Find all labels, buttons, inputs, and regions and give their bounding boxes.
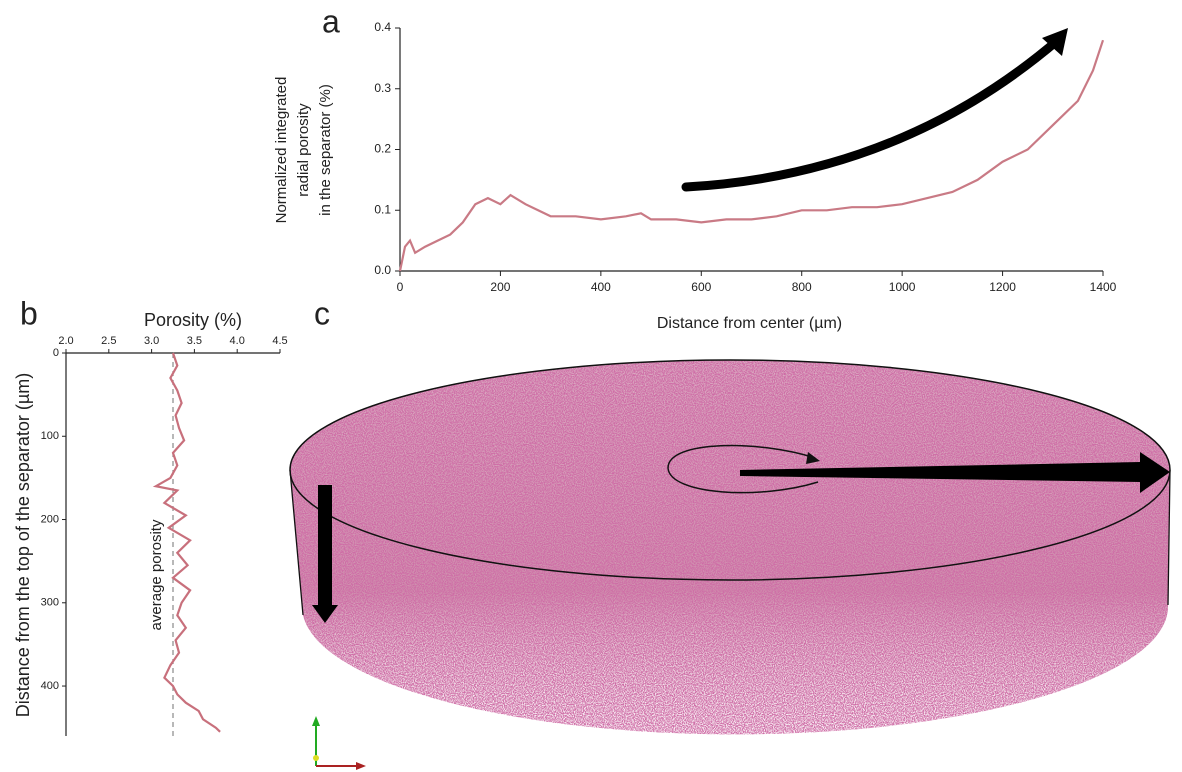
x-tick-label: 400 [591,280,611,294]
depth-tick-label: 200 [41,513,59,525]
value-tick-label: 2.0 [58,335,73,347]
value-tick-label: 3.0 [144,335,159,347]
value-tick-label: 4.5 [272,335,287,347]
axis [400,28,1103,271]
value-tick-label: 4.0 [230,335,245,347]
annotation: average porosity [148,519,165,630]
figure: a b c 02004006008001000120014000.00.10.2… [0,0,1182,772]
separator-render [285,355,1175,770]
panel-label: c [314,295,330,331]
y-tick-label: 0.2 [374,142,391,156]
trend-arrow [686,40,1058,187]
x-tick-label: 0 [397,280,404,294]
x-tick-label: 1000 [889,280,916,294]
x-tick-label: 1400 [1090,280,1117,294]
x-tick-label: 600 [691,280,711,294]
x-axis-label: Distance from center (µm) [657,315,842,332]
depth-tick-label: 100 [41,430,59,442]
depth-tick-label: 0 [53,347,59,359]
panel-label: a [322,3,340,39]
y-axis-label: Normalized integrated [273,77,290,224]
y-axis-label: radial porosity [295,103,312,197]
data-line [156,353,220,732]
panel-label: b [20,295,38,331]
x-tick-label: 200 [490,280,510,294]
y-tick-label: 0.1 [374,202,391,216]
value-axis-label: Porosity (%) [144,310,242,330]
x-tick-label: 800 [792,280,812,294]
x-tick-label: 1200 [989,280,1016,294]
axis-triad [312,716,366,770]
cylinder-texture [285,355,1175,750]
value-tick-label: 2.5 [101,335,116,347]
depth-tick-label: 400 [41,680,59,692]
y-tick-label: 0.3 [374,81,391,95]
data-line [400,40,1103,271]
y-axis-label: in the separator (%) [317,84,334,216]
depth-tick-label: 300 [41,597,59,609]
value-tick-label: 3.5 [187,335,202,347]
y-tick-label: 0.0 [374,263,391,277]
depth-axis-label: Distance from the top of the separator (… [13,373,33,718]
y-tick-label: 0.4 [374,20,391,34]
